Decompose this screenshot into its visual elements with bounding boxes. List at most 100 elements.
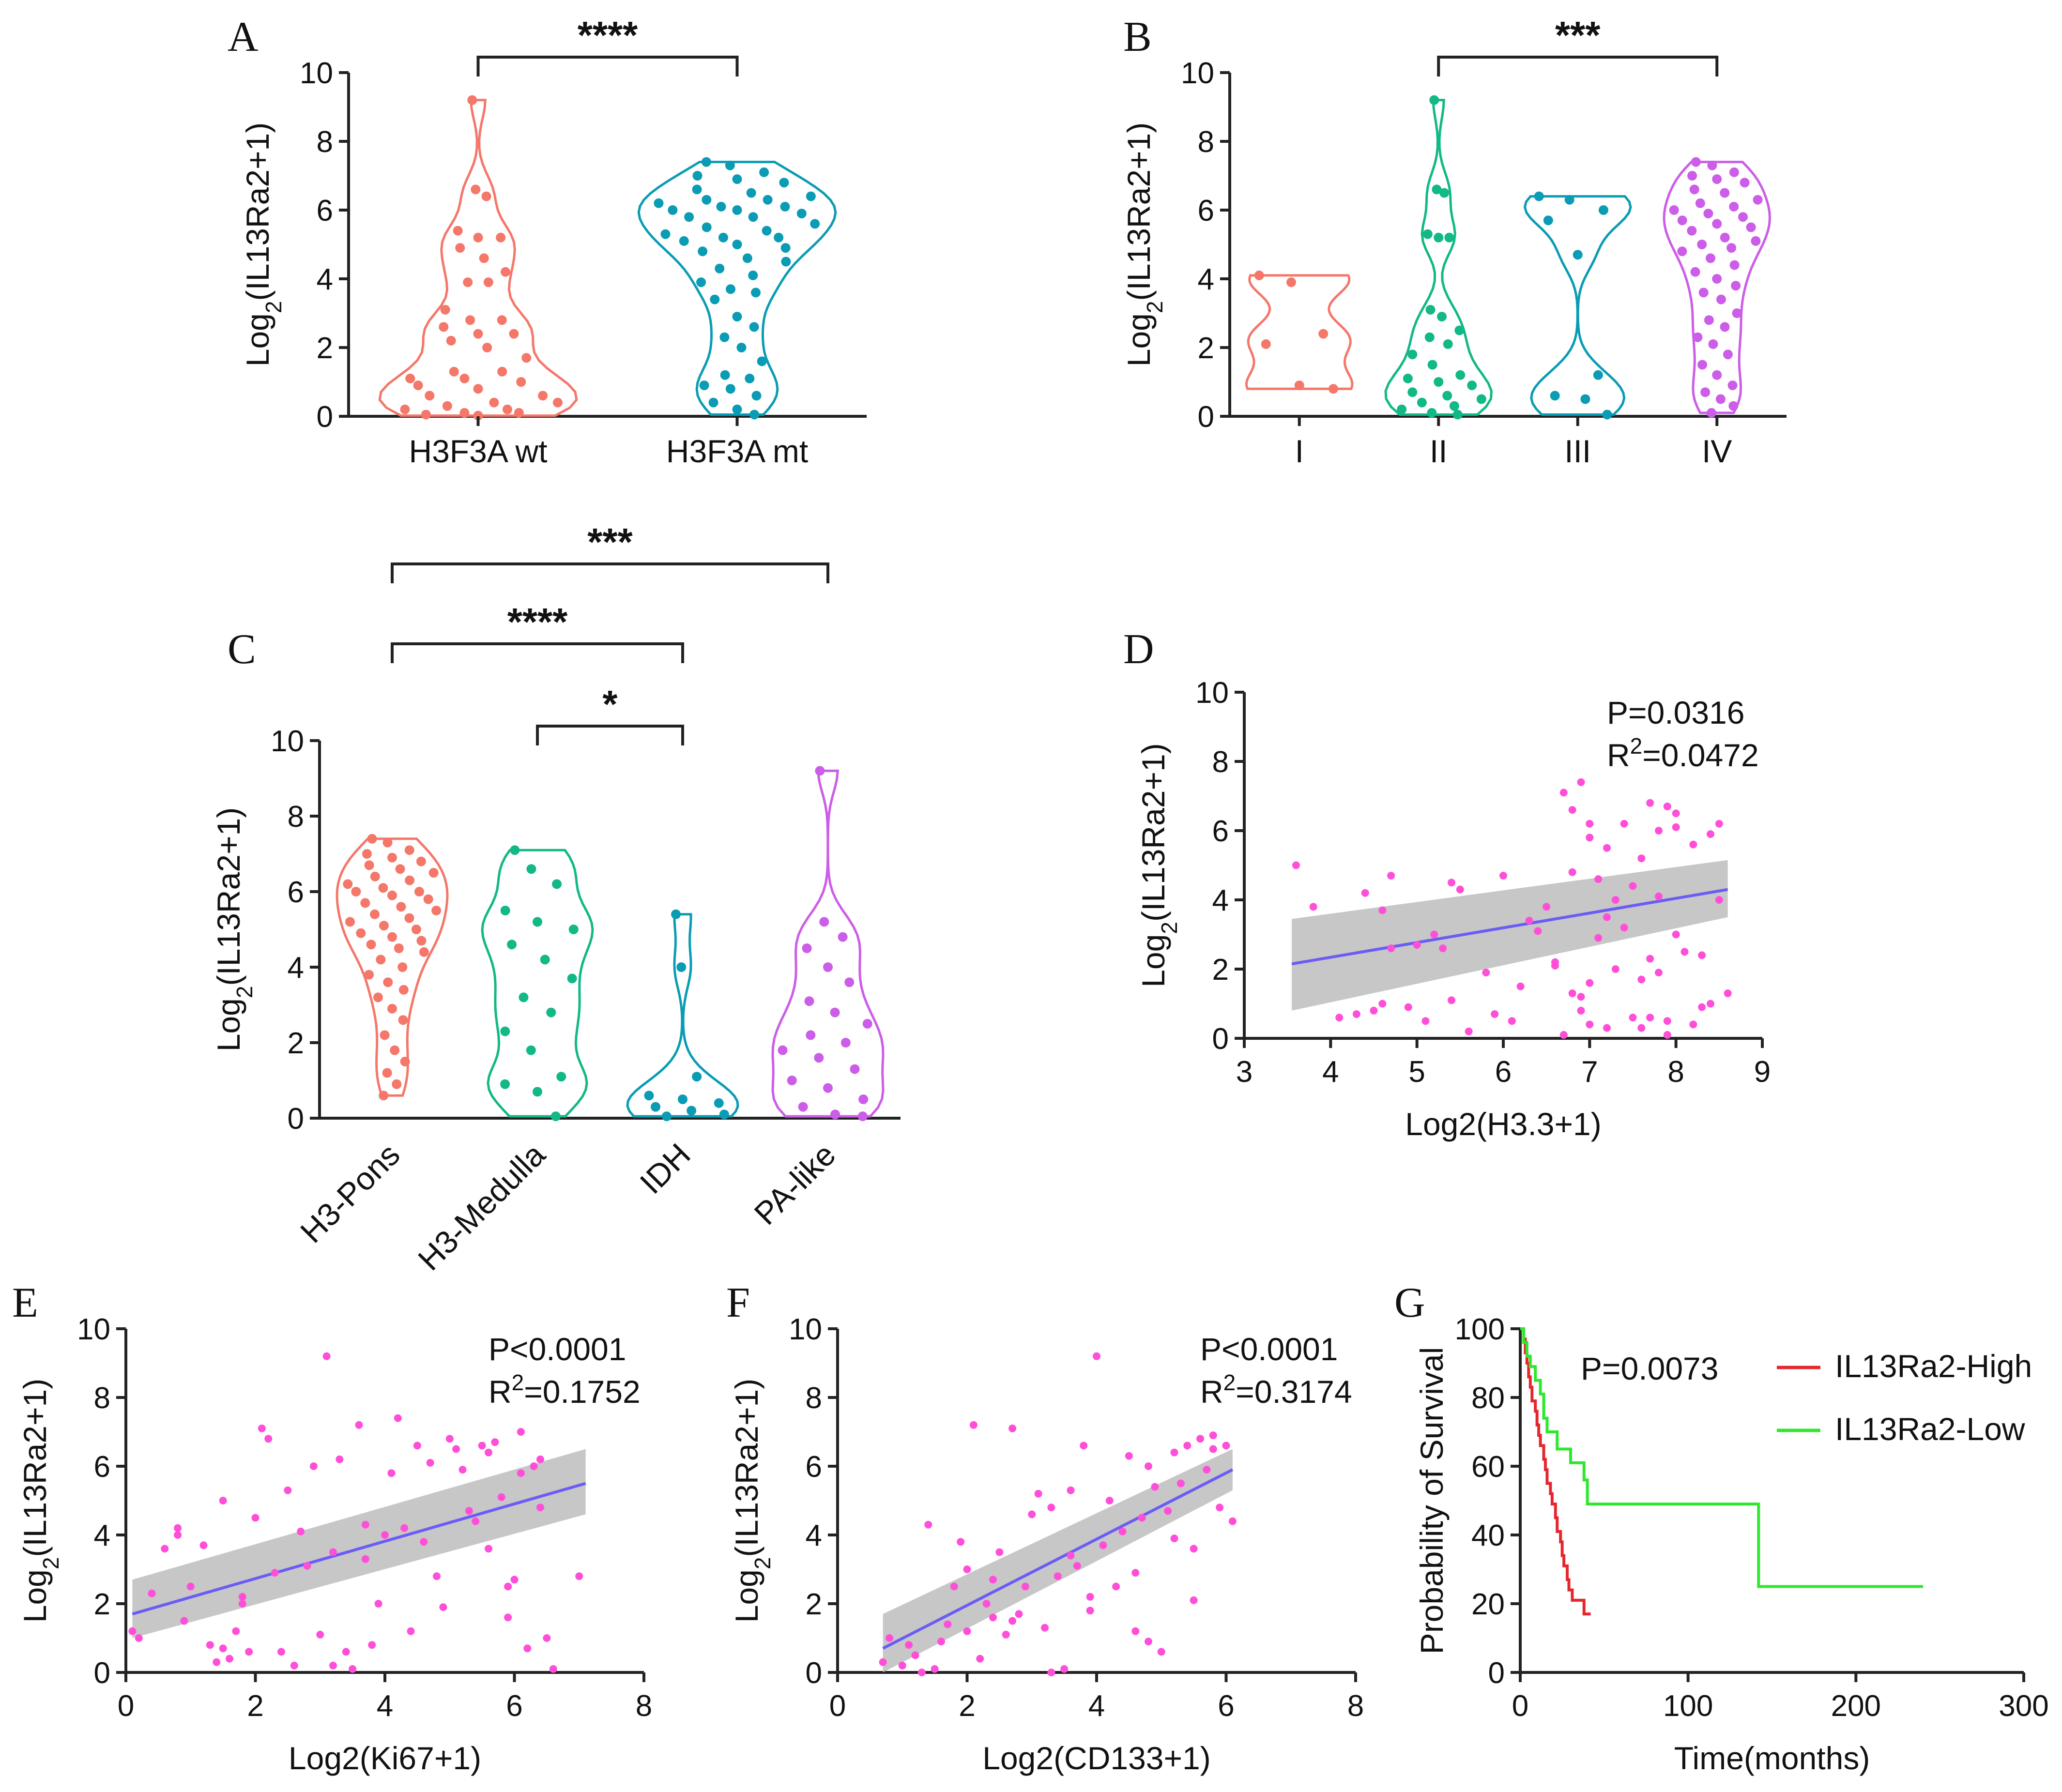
data-point — [1680, 948, 1689, 956]
violin-outline — [1384, 99, 1493, 416]
data-point — [1728, 401, 1739, 411]
data-point — [1637, 854, 1646, 863]
data-point — [1586, 834, 1594, 842]
data-point — [660, 229, 671, 239]
x-category-label: H3F3A wt — [409, 433, 547, 469]
data-point — [748, 270, 758, 280]
data-point — [1729, 167, 1739, 177]
data-point — [676, 962, 687, 972]
data-point — [708, 397, 718, 408]
data-point — [1573, 250, 1583, 260]
data-point — [465, 1507, 473, 1515]
data-point — [1465, 1027, 1473, 1035]
data-point — [482, 343, 492, 352]
data-point — [351, 887, 361, 896]
data-point — [1209, 1445, 1217, 1453]
x-tick-label: 0 — [829, 1689, 846, 1723]
x-tick-label: 8 — [636, 1689, 652, 1723]
data-point — [1551, 961, 1559, 970]
x-tick-label: 6 — [506, 1689, 522, 1723]
regression-line — [882, 1468, 1234, 1650]
data-point — [781, 257, 791, 267]
y-axis-label: Log2(IL13Ra2+1) — [1135, 743, 1182, 987]
data-point — [1183, 1442, 1191, 1450]
data-point — [751, 288, 761, 298]
significance-bracket — [391, 642, 684, 663]
data-point — [1712, 219, 1722, 229]
data-point — [473, 410, 483, 421]
y-tick-label: 0 — [1488, 1656, 1505, 1690]
y-tick-label: 6 — [1198, 194, 1214, 228]
data-point — [485, 1545, 492, 1553]
data-point — [1712, 274, 1722, 284]
y-tick-label: 0 — [94, 1656, 110, 1690]
data-point — [1424, 332, 1435, 342]
data-point — [459, 408, 470, 418]
y-tick-label: 40 — [1471, 1519, 1505, 1552]
x-tick-label: 200 — [1831, 1689, 1881, 1723]
data-point — [1378, 1000, 1387, 1008]
data-point — [886, 1634, 893, 1642]
data-point — [398, 1015, 408, 1025]
data-point — [1716, 294, 1726, 304]
violin-outline — [336, 837, 449, 1097]
data-point — [1698, 951, 1706, 959]
data-point — [1669, 205, 1679, 215]
data-point — [671, 909, 681, 919]
data-point — [416, 856, 426, 866]
y-tick-label: 100 — [1455, 1313, 1505, 1346]
data-point — [692, 1072, 702, 1082]
data-point — [1602, 410, 1612, 420]
data-point — [421, 410, 431, 420]
data-point — [416, 936, 427, 946]
data-point — [500, 1079, 510, 1089]
x-category-label: III — [1564, 433, 1591, 469]
data-point — [364, 860, 374, 870]
panel-D: D 0 2 4 6 8 10 3 4 5 6 7 8 9 Log2(IL13Ra2+1) Log2(H3.3+… — [1123, 626, 1771, 1142]
data-point — [568, 925, 579, 934]
data-point — [342, 1648, 350, 1656]
confidence-band — [883, 1449, 1233, 1672]
data-point — [931, 1665, 939, 1673]
data-point — [1693, 332, 1703, 342]
data-point — [1439, 944, 1447, 953]
data-point — [1145, 1638, 1152, 1646]
data-point — [1034, 1489, 1042, 1498]
x-category-label: H3-Medulla — [411, 1136, 552, 1277]
data-point — [174, 1531, 182, 1539]
data-point — [1677, 246, 1687, 257]
data-point — [479, 253, 489, 263]
data-point — [439, 322, 449, 332]
data-point — [1499, 871, 1507, 880]
data-point — [1112, 1582, 1120, 1591]
data-point — [1209, 1431, 1217, 1440]
y-tick-label: 4 — [288, 951, 304, 985]
data-point — [1751, 236, 1761, 246]
data-point — [1448, 996, 1455, 1004]
y-tick-label: 4 — [1198, 263, 1214, 296]
y-tick-label: 2 — [94, 1588, 110, 1621]
data-point — [989, 1576, 997, 1584]
data-point — [510, 1576, 519, 1584]
data-point — [1712, 370, 1722, 380]
significance-stars: * — [602, 683, 618, 726]
data-point — [759, 167, 769, 177]
data-point — [387, 890, 397, 900]
data-point — [523, 1644, 532, 1653]
r-squared-label: R2=0.1752 — [489, 1370, 641, 1410]
data-point — [1720, 322, 1730, 332]
data-point — [497, 315, 507, 325]
y-tick-label: 8 — [1198, 125, 1214, 159]
data-point — [1008, 1617, 1017, 1625]
data-point — [431, 906, 442, 915]
data-point — [1646, 955, 1654, 963]
significance-stars: **** — [578, 14, 638, 57]
data-point — [905, 1641, 913, 1649]
data-point — [1429, 95, 1439, 105]
data-point — [284, 1486, 292, 1494]
significance-bracket — [536, 725, 684, 745]
data-point — [757, 356, 767, 366]
data-point — [1370, 1006, 1378, 1015]
x-tick-label: 300 — [1999, 1689, 2048, 1723]
